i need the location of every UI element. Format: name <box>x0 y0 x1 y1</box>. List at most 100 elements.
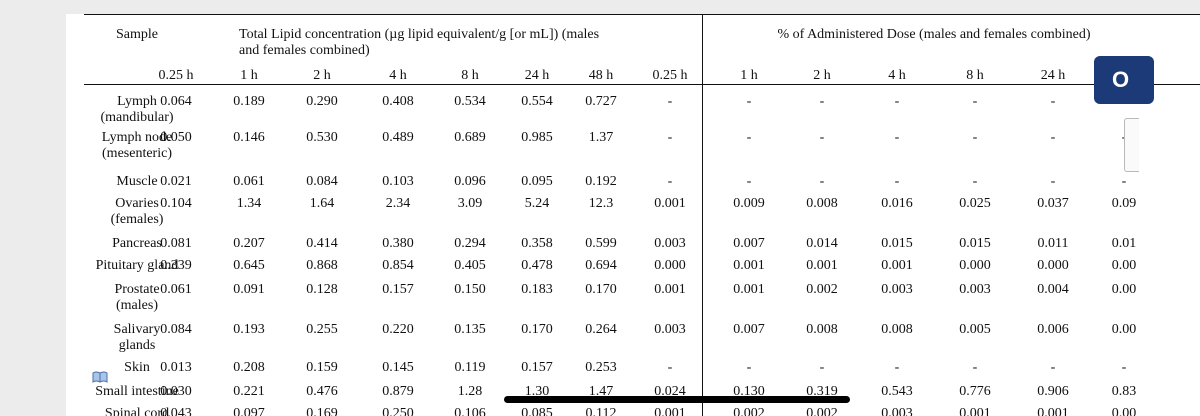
overlay-button[interactable]: O <box>1094 56 1154 104</box>
sample-label: Ovaries <box>115 196 159 211</box>
lipid-value-cell: 0.189 <box>233 94 265 109</box>
timepoint-lipid-header: 2 h <box>313 68 331 83</box>
lipid-value-cell: 0.290 <box>306 94 338 109</box>
dose-value-cell: 0.007 <box>733 322 765 337</box>
book-icon <box>92 370 108 383</box>
sample-label: Prostate <box>114 282 160 297</box>
lipid-value-cell: 0.157 <box>521 360 553 375</box>
dose-value-cell: - <box>972 130 978 145</box>
dose-value-cell: 0.83 <box>1111 384 1137 399</box>
dose-value-cell: - <box>972 360 978 375</box>
dose-value-cell: - <box>1050 360 1056 375</box>
dose-value-cell: 0.000 <box>654 258 686 273</box>
dose-value-cell: - <box>667 360 673 375</box>
lipid-value-cell: 0.064 <box>160 94 192 109</box>
lipid-value-cell: 0.554 <box>521 94 553 109</box>
dose-value-cell: - <box>1050 130 1056 145</box>
dose-value-cell: - <box>667 130 673 145</box>
dose-value-cell: - <box>894 360 900 375</box>
lipid-value-cell: 0.084 <box>160 322 192 337</box>
dose-value-cell: 0.007 <box>733 236 765 251</box>
lipid-value-cell: 0.170 <box>521 322 553 337</box>
lipid-value-cell: 0.104 <box>160 196 192 211</box>
dose-value-cell: 0.00 <box>1111 322 1137 337</box>
dose-value-cell: 0.776 <box>959 384 991 399</box>
dose-value-cell: 0.01 <box>1111 236 1137 251</box>
header-divider-rule <box>84 84 1200 85</box>
dose-value-cell: 0.002 <box>806 282 838 297</box>
dose-value-cell: 0.014 <box>806 236 838 251</box>
dose-value-cell: 0.001 <box>654 282 686 297</box>
lipid-value-cell: 0.207 <box>233 236 265 251</box>
lipid-value-cell: 0.854 <box>382 258 414 273</box>
lipid-value-cell: 0.250 <box>382 406 414 416</box>
dose-value-cell: 0.001 <box>654 406 686 416</box>
dose-value-cell: 0.024 <box>654 384 686 399</box>
timepoint-lipid-header: 24 h <box>524 68 550 83</box>
dose-value-cell: 0.008 <box>806 196 838 211</box>
header-lipid-line1: Total Lipid concentration (µg lipid equi… <box>239 27 600 42</box>
lipid-value-cell: 0.192 <box>585 174 617 189</box>
dose-value-cell: - <box>746 130 752 145</box>
dose-value-cell: 0.319 <box>806 384 838 399</box>
dose-value-cell: 0.906 <box>1037 384 1069 399</box>
lipid-value-cell: 0.085 <box>521 406 553 416</box>
lipid-value-cell: 0.106 <box>454 406 486 416</box>
dose-value-cell: - <box>894 130 900 145</box>
sample-label: Pituitary gland <box>95 258 179 273</box>
lipid-value-cell: 0.489 <box>382 130 414 145</box>
window-left-margin <box>0 0 66 416</box>
dose-value-cell: - <box>1050 94 1056 109</box>
dose-value-cell: 0.006 <box>1037 322 1069 337</box>
lipid-value-cell: 1.30 <box>524 384 550 399</box>
timepoint-lipid-header: 4 h <box>389 68 407 83</box>
dose-value-cell: - <box>1121 360 1127 375</box>
dose-value-cell: 0.015 <box>959 236 991 251</box>
dose-value-cell: 0.008 <box>881 322 913 337</box>
sample-label: Muscle <box>116 174 158 189</box>
dose-value-cell: 0.003 <box>881 282 913 297</box>
header-dose: % of Administered Dose (males and female… <box>777 27 1091 42</box>
sample-label: glands <box>118 338 156 353</box>
lipid-value-cell: 0.135 <box>454 322 486 337</box>
dose-value-cell: - <box>1121 174 1127 189</box>
dose-value-cell: 0.001 <box>733 258 765 273</box>
lipid-value-cell: 0.339 <box>160 258 192 273</box>
lipid-value-cell: 0.599 <box>585 236 617 251</box>
dose-value-cell: 0.543 <box>881 384 913 399</box>
dose-value-cell: 0.001 <box>1037 406 1069 416</box>
dose-value-cell: - <box>667 94 673 109</box>
lipid-value-cell: 0.868 <box>306 258 338 273</box>
sample-label: (mandibular) <box>100 110 174 125</box>
dose-value-cell: - <box>819 94 825 109</box>
lipid-value-cell: 1.28 <box>457 384 483 399</box>
lipid-value-cell: 0.380 <box>382 236 414 251</box>
lipid-value-cell: 0.476 <box>306 384 338 399</box>
lipid-value-cell: 0.645 <box>233 258 265 273</box>
lipid-value-cell: 1.64 <box>309 196 335 211</box>
dose-value-cell: 0.00 <box>1111 282 1137 297</box>
lipid-value-cell: 0.169 <box>306 406 338 416</box>
scroll-handle[interactable] <box>1124 118 1139 172</box>
sample-label: Lymph node <box>101 130 173 145</box>
lipid-value-cell: 0.414 <box>306 236 338 251</box>
dose-value-cell: - <box>1050 174 1056 189</box>
lipid-value-cell: 0.253 <box>585 360 617 375</box>
lipid-value-cell: 0.408 <box>382 94 414 109</box>
dose-value-cell: 0.00 <box>1111 406 1137 416</box>
dose-value-cell: 0.011 <box>1037 236 1069 251</box>
lipid-value-cell: 0.103 <box>382 174 414 189</box>
lipid-value-cell: 0.220 <box>382 322 414 337</box>
window-top-margin <box>0 0 1200 14</box>
lipid-value-cell: 0.405 <box>454 258 486 273</box>
sample-label: Small intestine <box>95 384 179 399</box>
timepoint-lipid-header: 1 h <box>240 68 258 83</box>
lipid-value-cell: 0.534 <box>454 94 486 109</box>
timepoint-lipid-header: 8 h <box>461 68 479 83</box>
timepoint-dose-header: 24 h <box>1040 68 1066 83</box>
document-page: Sample Total Lipid concentration (µg lip… <box>66 14 1200 416</box>
sample-label: Skin <box>124 360 150 375</box>
lipid-value-cell: 0.208 <box>233 360 265 375</box>
dose-value-cell: 0.00 <box>1111 258 1137 273</box>
dose-value-cell: 0.016 <box>881 196 913 211</box>
